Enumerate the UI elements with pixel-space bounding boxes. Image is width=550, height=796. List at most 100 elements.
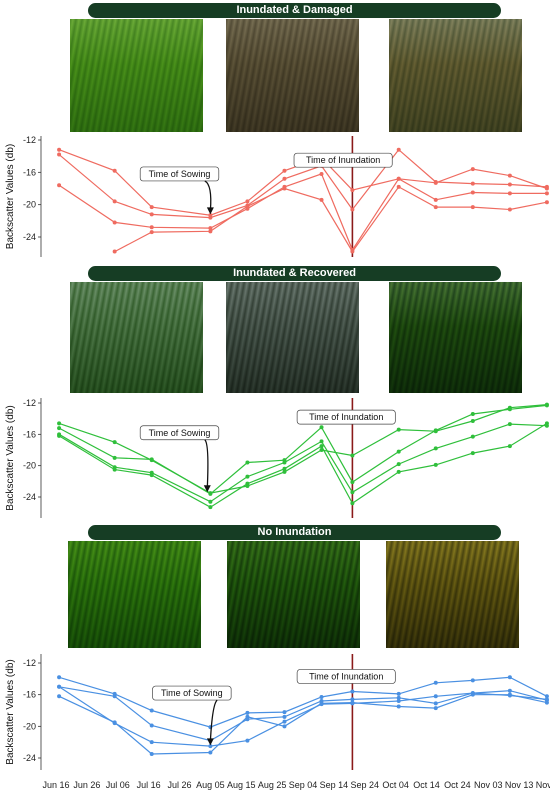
series-point-1-1-12: [544, 403, 549, 408]
series-point-1-2-10: [470, 434, 475, 439]
series-point-0-2-12: [544, 191, 549, 196]
annotation-box-2-1: [296, 669, 396, 684]
series-point-2-3-6: [319, 701, 324, 706]
series-point-1-3-1: [112, 467, 117, 472]
series-point-1-0-5: [282, 469, 287, 474]
series-point-1-0-0: [57, 421, 62, 426]
series-point-1-1-1: [112, 455, 117, 460]
annotation-label-2-1: Time of Inundation: [309, 671, 383, 681]
series-point-1-2-8: [396, 462, 401, 467]
series-point-2-0-0: [57, 675, 62, 680]
series-point-0-1-12: [544, 184, 549, 189]
photo-p1-1: [226, 282, 359, 393]
series-point-0-3-7: [396, 184, 401, 189]
series-point-1-3-10: [470, 451, 475, 456]
series-point-0-0-0: [57, 147, 62, 152]
series-line-2-3: [58, 694, 548, 755]
series-point-2-3-1: [112, 720, 117, 725]
y-axis-title-0: Backscatter Values (db): [5, 144, 16, 249]
series-line-0-3: [114, 186, 548, 253]
series-point-1-2-7: [350, 490, 355, 495]
series-point-1-2-6: [319, 439, 324, 444]
series-point-0-0-11: [507, 173, 512, 178]
series-point-1-0-1: [112, 440, 117, 445]
photo-p1-0: [70, 282, 203, 393]
series-point-0-3-1: [149, 230, 154, 235]
series-point-0-0-4: [245, 199, 250, 204]
series-point-0-0-10: [470, 167, 475, 172]
annotation-label-1-1: Time of Inundation: [309, 412, 383, 422]
series-point-2-1-2: [149, 723, 154, 728]
y-tick-label-2-3: -24: [23, 753, 36, 763]
x-tick-label-7: Aug 25: [258, 780, 287, 790]
series-point-2-3-5: [282, 724, 287, 729]
series-point-2-3-10: [470, 692, 475, 697]
series-point-1-0-8: [396, 427, 401, 432]
series-point-1-3-8: [396, 469, 401, 474]
series-point-0-1-9: [433, 180, 438, 185]
series-point-2-0-5: [282, 710, 287, 715]
annotation-arrow-1-0: [204, 439, 209, 489]
photo-p0-2: [389, 19, 522, 132]
series-point-2-3-12: [544, 700, 549, 705]
series-point-0-2-11: [507, 191, 512, 196]
series-point-2-0-2: [149, 708, 154, 713]
series-point-2-0-6: [319, 695, 324, 700]
series-point-2-3-4: [245, 714, 250, 719]
y-tick-label-0-1: -16: [23, 167, 36, 177]
x-tick-label-15: Nov 13: [505, 780, 534, 790]
series-point-1-3-4: [245, 481, 250, 486]
series-point-0-1-1: [112, 199, 117, 204]
series-point-1-1-8: [396, 449, 401, 454]
y-tick-label-2-1: -16: [23, 690, 36, 700]
y-tick-label-0-0: -12: [23, 135, 36, 145]
annotation-arrowhead-1-0: [203, 485, 211, 493]
annotation-label-0-0: Time of Sowing: [149, 169, 211, 179]
annotation-label-1-0: Time of Sowing: [149, 428, 211, 438]
x-tick-label-12: Oct 14: [413, 780, 440, 790]
series-point-1-1-3: [208, 491, 213, 496]
series-point-1-3-2: [149, 473, 154, 478]
series-point-0-1-0: [57, 152, 62, 157]
series-point-2-0-11: [507, 675, 512, 680]
x-tick-label-3: Jul 16: [137, 780, 161, 790]
series-point-2-3-3: [208, 750, 213, 755]
series-point-0-0-5: [282, 168, 287, 173]
annotation-arrowhead-0-0: [206, 207, 214, 215]
annotation-label-2-0: Time of Sowing: [161, 688, 223, 698]
series-point-0-2-2: [149, 225, 154, 230]
x-tick-label-9: Sep 14: [320, 780, 349, 790]
series-point-0-3-2: [208, 229, 213, 234]
photo-p1-2: [389, 282, 522, 393]
x-tick-label-0: Jun 16: [42, 780, 69, 790]
series-point-2-3-2: [149, 752, 154, 757]
series-point-2-3-8: [396, 704, 401, 709]
series-point-1-3-12: [544, 421, 549, 426]
series-point-0-1-8: [396, 147, 401, 152]
x-tick-label-6: Aug 15: [227, 780, 256, 790]
x-tick-label-5: Aug 05: [196, 780, 225, 790]
annotation-arrow-2-0: [209, 699, 218, 742]
series-point-2-1-5: [282, 714, 287, 719]
series-point-2-0-9: [433, 680, 438, 685]
series-point-1-3-9: [433, 462, 438, 467]
annotation-box-1-1: [296, 409, 396, 425]
panel-banner-recovered: Inundated & Recovered: [88, 266, 501, 281]
series-point-1-3-5: [282, 466, 287, 471]
annotation-box-1-0: [139, 425, 220, 441]
series-point-2-3-0: [57, 694, 62, 699]
series-point-0-3-11: [544, 200, 549, 205]
x-tick-label-16: Nov 23: [536, 780, 550, 790]
series-point-0-2-0: [57, 183, 62, 188]
series-point-2-2-3: [208, 744, 213, 749]
panel-banner-no-inundation: No Inundation: [88, 525, 501, 540]
series-point-2-2-9: [433, 694, 438, 699]
series-point-1-1-0: [57, 426, 62, 431]
annotation-box-0-1: [293, 152, 393, 168]
y-tick-label-1-1: -16: [23, 429, 36, 439]
series-point-2-1-1: [112, 694, 117, 699]
y-tick-label-1-0: -12: [23, 398, 36, 408]
series-point-2-0-4: [245, 710, 250, 715]
y-tick-label-1-3: -24: [23, 492, 36, 502]
series-point-1-1-9: [433, 428, 438, 433]
